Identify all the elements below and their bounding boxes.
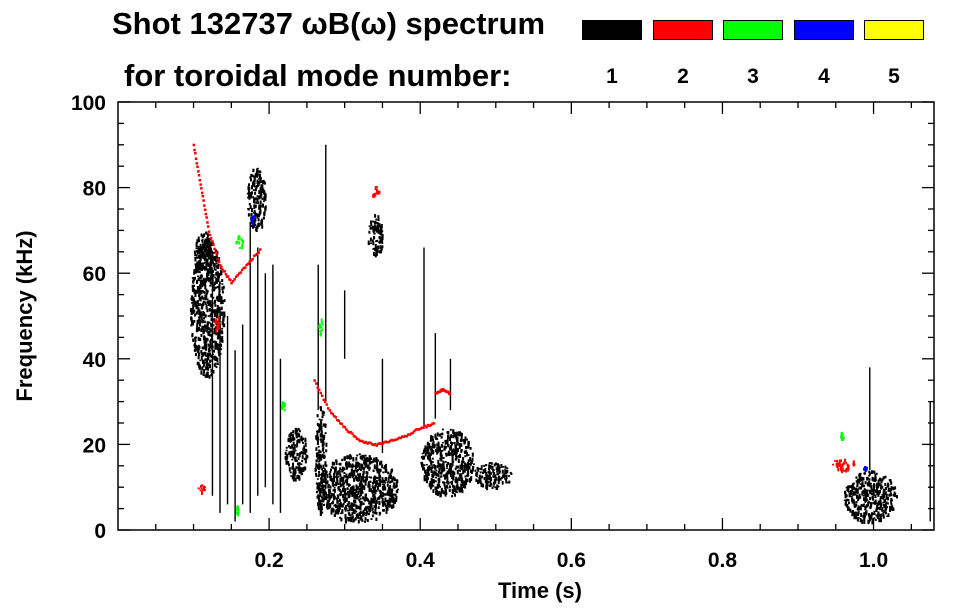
mode-1-burst-1 [193,231,214,284]
mode-2-trace-1 [313,379,436,447]
y-tick-label: 80 [83,178,106,201]
legend-label-mode-2: 2 [677,65,689,88]
x-tick-label: 0.4 [406,549,436,572]
mode-4-burst-1 [863,466,868,472]
series-mode-1 [189,144,931,525]
y-tick-label: 60 [83,263,106,286]
legend-swatch-mode-4 [794,20,854,40]
mode-1-burst-8 [284,427,309,482]
legend-swatch-mode-2 [653,20,713,40]
legend-swatch-mode-3 [723,20,783,40]
mode-3-burst-4 [236,505,240,517]
mode-3-burst-1 [318,318,324,337]
legend-swatch-mode-5 [864,20,924,40]
plot-frame [117,101,935,531]
mode-2-burst-2 [214,317,221,333]
y-tick-label: 40 [83,349,106,372]
series-mode-3 [235,235,845,517]
legend-label-mode-4: 4 [818,65,830,88]
x-tick-label: 1.0 [859,549,888,572]
y-tick-label: 0 [94,520,106,543]
mode-1-burst-3 [318,453,399,524]
x-axis-label: Time (s) [498,578,582,603]
y-tick-label: 20 [83,434,106,457]
x-tick-label: 0.6 [557,549,586,572]
mode-2-burst-1 [832,458,856,474]
mode-3-burst-2 [840,431,845,441]
mode-2-burst-0 [372,186,381,198]
mode-1-burst-5 [367,214,384,258]
mode-1-burst-9 [843,470,898,525]
x-tick-label: 0.8 [708,549,738,572]
mode-4-burst-0 [250,215,256,226]
mode-1-burst-4 [314,406,328,517]
series-mode-4 [250,215,868,472]
series-mode-2 [192,143,856,495]
spectrum-data-layer [189,143,931,525]
x-tick-label: 0.2 [255,549,284,572]
mode-2-trace-0 [192,143,262,285]
axis-layer: 0.2 0.4 0.6 0.8 1.0 0 20 40 60 80 100 [71,92,934,572]
mode-1-burst-7 [474,462,513,491]
legend-swatch-mode-1 [582,20,642,40]
mode-3-burst-0 [235,235,245,250]
legend-label-mode-5: 5 [888,65,900,88]
legend-label-mode-1: 1 [606,65,618,88]
y-tick-label: 100 [71,92,106,115]
legend-label-mode-3: 3 [747,65,759,88]
mode-3-burst-3 [281,401,286,412]
mode-1-burst-6 [420,428,475,498]
mode-2-burst-3 [197,484,206,495]
chart-title: Shot 132737 ωB(ω) spectrum [112,6,546,41]
mode-2-trace-2 [434,388,452,396]
chart-subtitle: for toroidal mode number: [124,58,512,93]
y-axis-label: Frequency (kHz) [12,230,37,401]
